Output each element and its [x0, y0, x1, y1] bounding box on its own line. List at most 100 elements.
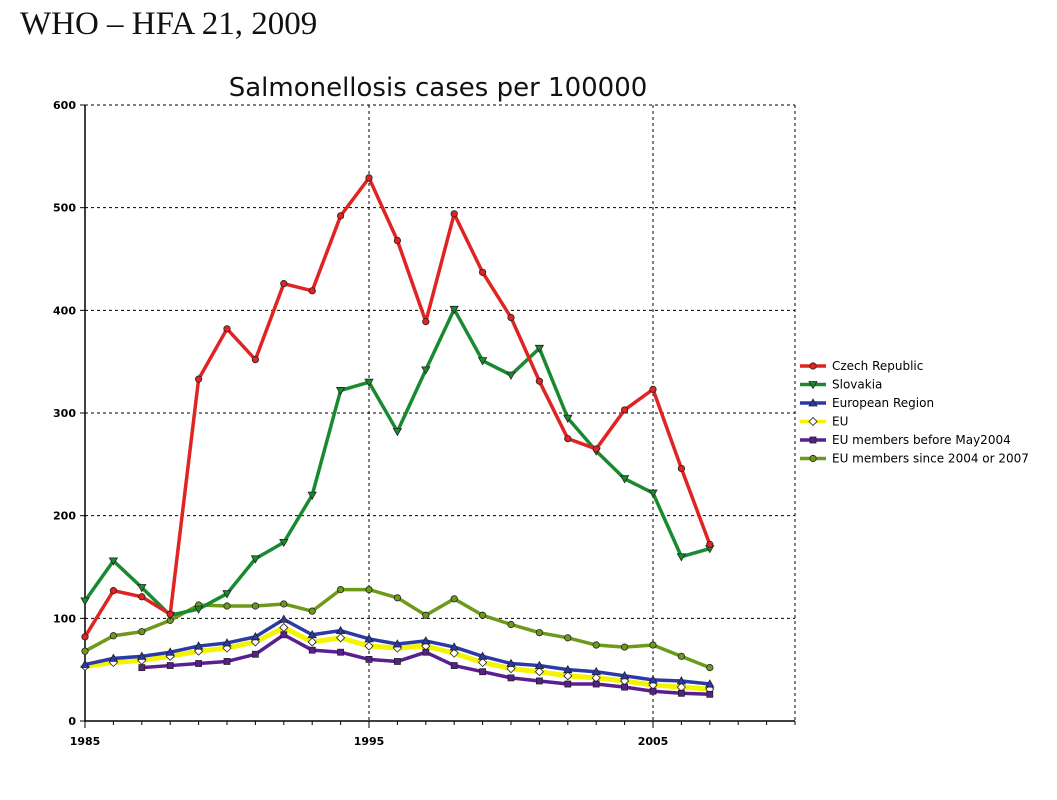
y-tick-label: 100 [53, 612, 76, 625]
data-point [563, 671, 573, 681]
chart-title: Salmonellosis cases per 100000 [229, 73, 648, 103]
legend-label: Slovakia [832, 378, 882, 392]
data-point [80, 659, 90, 668]
data-point [449, 642, 459, 651]
data-point [506, 658, 516, 667]
data-point [279, 538, 289, 548]
data-point [222, 638, 232, 647]
data-point [706, 690, 714, 698]
data-point [335, 625, 346, 635]
data-point [421, 366, 431, 375]
data-point [478, 611, 487, 619]
data-point [335, 387, 346, 396]
data-point [336, 585, 345, 594]
data-point [648, 675, 658, 684]
y-tick-label: 500 [53, 202, 76, 215]
data-point [422, 611, 430, 619]
data-point [421, 636, 431, 645]
y-tick-label: 0 [68, 715, 76, 728]
data-point [108, 653, 119, 662]
series-group [80, 174, 715, 698]
data-point [477, 651, 488, 660]
series-czech-republic [81, 174, 714, 641]
data-point [137, 584, 147, 593]
data-point [336, 633, 346, 643]
legend-entry: Czech Republic [800, 359, 923, 373]
data-point [563, 664, 573, 674]
data-point [80, 597, 90, 606]
data-point [478, 268, 487, 276]
data-point [337, 648, 345, 656]
data-point [364, 378, 374, 388]
data-point [678, 689, 685, 697]
data-point [449, 648, 459, 658]
data-point [109, 587, 118, 595]
data-point [619, 671, 630, 680]
data-point [621, 683, 628, 691]
data-point [223, 325, 231, 333]
data-point [308, 607, 316, 615]
data-point [677, 652, 686, 660]
data-point [449, 305, 459, 315]
data-point [392, 639, 403, 648]
data-point [592, 641, 600, 649]
data-point [808, 381, 818, 390]
data-point [564, 435, 572, 443]
legend-entry: EU [800, 415, 848, 429]
data-point [649, 687, 657, 695]
data-point [450, 595, 458, 603]
data-point [808, 398, 818, 407]
legend-label: Czech Republic [832, 359, 923, 373]
data-point [307, 637, 317, 647]
legend-entry: EU members since 2004 or 2007 [800, 452, 1029, 466]
grid [85, 104, 796, 721]
data-point [592, 445, 600, 453]
data-point [137, 651, 147, 660]
data-point [222, 590, 232, 599]
data-point [393, 236, 401, 245]
data-point [706, 664, 714, 672]
data-point [450, 662, 458, 669]
legend: Czech Republic Slovakia European Region EU E… [800, 359, 1029, 466]
series-line [83, 307, 711, 618]
data-point [280, 600, 288, 608]
data-point [507, 674, 515, 682]
y-tick-label: 200 [53, 510, 76, 523]
data-point [591, 666, 601, 676]
data-point [478, 657, 488, 668]
data-point [534, 660, 545, 669]
data-point [536, 677, 543, 685]
data-point [166, 610, 174, 618]
data-point [250, 632, 261, 641]
y-tick-label: 600 [53, 99, 76, 112]
data-point [195, 660, 203, 667]
data-point [705, 679, 715, 688]
legend-entry: Slovakia [800, 378, 882, 392]
data-point [706, 540, 714, 549]
data-point [81, 647, 89, 655]
data-point [336, 212, 345, 220]
legend-entry: EU members before May2004 [800, 433, 1011, 447]
data-point [534, 344, 545, 354]
data-point [649, 385, 657, 393]
data-point [563, 414, 573, 423]
data-point [564, 680, 572, 688]
data-point [535, 377, 544, 385]
data-point [166, 662, 174, 669]
x-tick-label: 1985 [70, 735, 101, 748]
data-point [422, 648, 430, 656]
series-eu-members-before-may2004 [138, 631, 714, 698]
data-point [193, 641, 204, 650]
data-point [676, 553, 687, 562]
data-point [506, 371, 516, 380]
data-point [564, 634, 572, 642]
page-title: WHO – HFA 21, 2009 [20, 6, 318, 42]
data-point [195, 375, 203, 383]
data-point [649, 641, 657, 649]
data-point [809, 454, 817, 463]
data-point [251, 650, 259, 658]
data-point [450, 210, 458, 218]
data-point [808, 416, 818, 427]
data-point [507, 620, 515, 629]
